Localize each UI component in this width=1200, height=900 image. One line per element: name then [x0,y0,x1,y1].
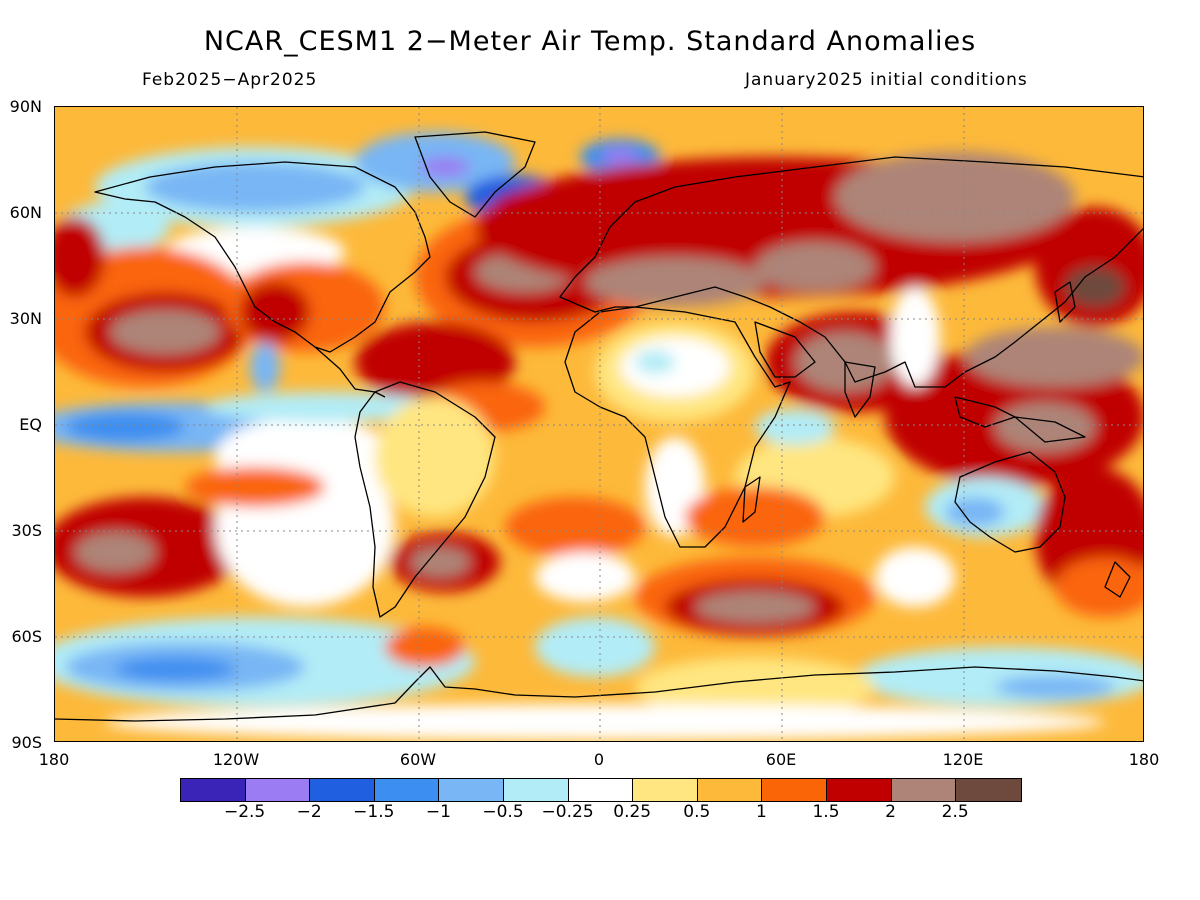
lat-label-30s: 30S [11,521,42,540]
lat-label-30n: 30N [9,309,42,328]
colorbar-swatch [697,779,763,801]
chart-title: NCAR_CESM1 2−Meter Air Temp. Standard An… [203,26,977,57]
graticule [55,107,1143,741]
lon-label-120e: 120E [942,750,984,769]
colorbar-swatch [374,779,440,801]
colorbar-tick-label: −0.5 [482,802,524,822]
colorbar-tick-label: 2.5 [941,802,969,822]
colorbar-tick-label: −1 [425,802,451,822]
colorbar-swatch [439,779,504,801]
lat-label-eq: EQ [19,415,42,434]
lon-label-180e: 180 [1128,750,1160,769]
colorbar-swatch [245,779,311,801]
colorbar-swatch [503,779,569,801]
colorbar-swatch [181,779,246,801]
lat-label-90s: 90S [11,733,42,752]
lat-label-60n: 60N [9,203,42,222]
lon-label-120w: 120W [212,750,260,769]
colorbar-swatch [826,779,892,801]
colorbar-swatch [568,779,634,801]
lat-label-60s: 60S [11,627,42,646]
colorbar-tick-label: −2.5 [223,802,266,822]
colorbar-tick-label: 0.25 [613,802,652,822]
season-label: Feb2025−Apr2025 [142,70,318,90]
colorbar-tick-label: −0.25 [541,802,594,822]
lon-label-60e: 60E [765,750,797,769]
colorbar-swatch [956,779,1021,801]
anomaly-map [54,106,1144,742]
colorbar-swatch [762,779,827,801]
colorbar-tick-label: 2 [885,802,897,822]
colorbar-swatch [633,779,698,801]
lat-label-90n: 90N [9,97,42,116]
anomaly-map-canvas [55,107,1143,741]
lon-label-0: 0 [593,750,605,769]
init-conditions-label: January2025 initial conditions [745,70,1028,90]
colorbar-tick-label: 0.5 [683,802,711,822]
lon-label-180w: 180 [38,750,70,769]
colorbar [180,778,1022,802]
anomaly-regions [55,132,1143,740]
coastlines [55,131,1143,722]
lon-label-60w: 60W [399,750,437,769]
colorbar-swatch [310,779,375,801]
colorbar-swatch [891,779,957,801]
colorbar-tick-label: −1.5 [353,802,395,822]
colorbar-tick-label: 1.5 [812,802,840,822]
colorbar-tick-label: 1 [755,802,767,822]
colorbar-tick-label: −2 [296,802,322,822]
